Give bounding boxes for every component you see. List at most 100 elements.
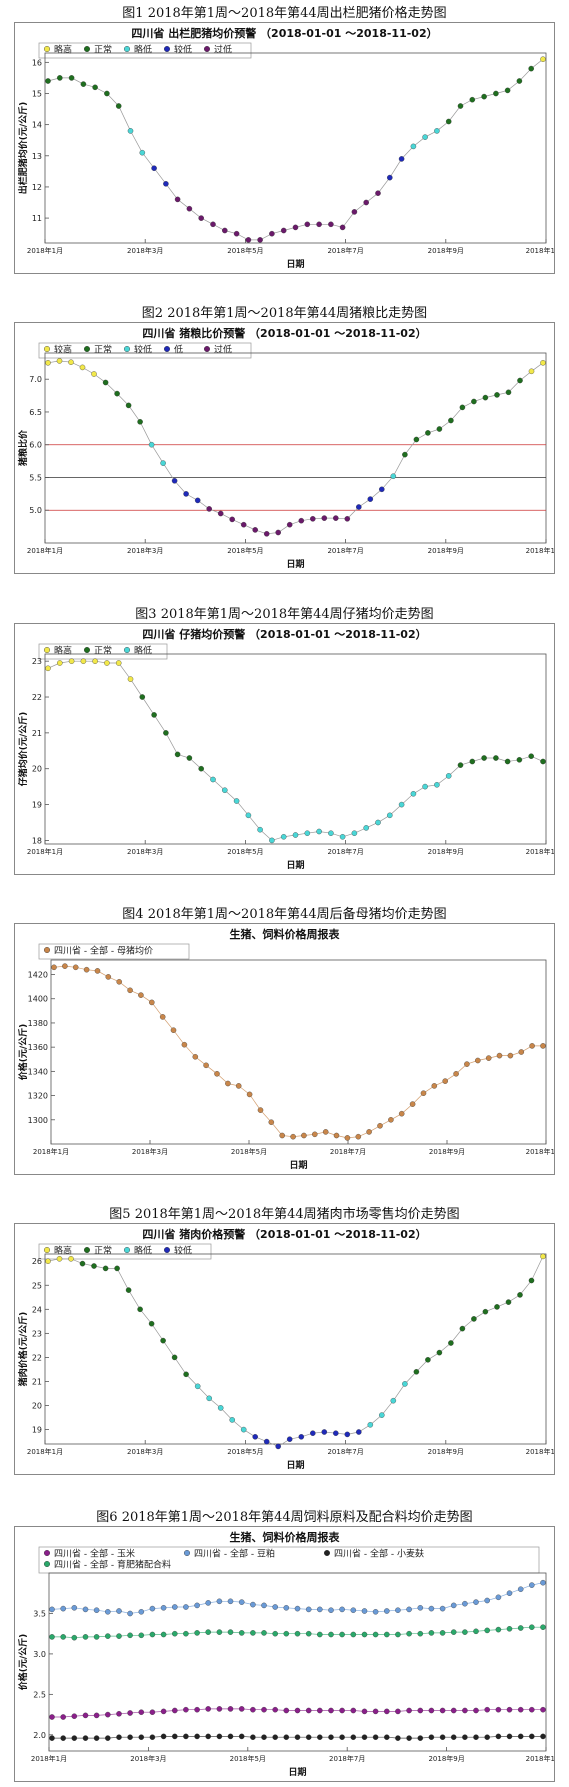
x-tick-label: 2018年7月 — [330, 1147, 366, 1156]
data-point — [344, 516, 351, 522]
chart-panel-2: 四川省 猪粮比价预警 （2018-01-01 ～2018-11-02） 较高 正常较… — [14, 322, 555, 574]
data-point — [93, 1607, 100, 1613]
data-point — [225, 1080, 231, 1087]
data-point — [529, 1733, 535, 1740]
data-point — [372, 1708, 379, 1715]
data-point — [298, 1434, 305, 1440]
data-point — [245, 237, 252, 243]
data-point — [250, 1734, 256, 1740]
data-point — [413, 436, 420, 443]
data-point — [91, 371, 97, 377]
x-tick-label: 2018年3月 — [127, 1447, 163, 1456]
data-point — [516, 78, 523, 84]
data-point — [540, 1253, 546, 1260]
data-point — [49, 1714, 55, 1720]
data-point — [305, 1734, 312, 1740]
data-point — [275, 1443, 281, 1450]
series-line — [47, 660, 544, 841]
plot-area — [44, 52, 547, 244]
data-point — [160, 460, 166, 466]
data-point — [350, 1734, 357, 1740]
data-point — [160, 1337, 166, 1344]
data-point — [361, 1734, 368, 1740]
data-point — [356, 504, 362, 510]
data-point — [238, 1630, 245, 1636]
data-point — [171, 1354, 178, 1361]
data-point — [317, 1606, 323, 1613]
data-point — [481, 93, 487, 100]
data-point — [473, 1599, 479, 1605]
data-point — [301, 1132, 307, 1139]
data-point — [322, 1129, 329, 1135]
y-tick-label: 24 — [32, 1305, 42, 1314]
x-axis-label: 日期 — [286, 558, 304, 570]
data-point — [402, 1381, 408, 1387]
data-point — [263, 531, 270, 537]
data-point — [198, 765, 204, 772]
x-tick-label: 2018年5月 — [230, 1754, 266, 1763]
data-point — [428, 1734, 435, 1740]
data-point — [471, 398, 477, 405]
data-point — [517, 1733, 524, 1740]
data-point — [328, 830, 334, 836]
data-point — [252, 527, 258, 533]
data-point — [205, 1600, 211, 1606]
data-point — [238, 1706, 245, 1712]
data-point — [102, 1265, 109, 1272]
data-point — [453, 1071, 459, 1077]
legend-marker — [203, 46, 210, 53]
data-point — [495, 1706, 502, 1713]
data-point — [356, 1429, 362, 1435]
y-tick-label: 13 — [32, 152, 42, 161]
data-point — [94, 968, 101, 974]
data-point — [496, 1052, 503, 1059]
data-point — [351, 830, 358, 836]
data-point — [339, 224, 346, 231]
data-point — [186, 205, 193, 212]
legend: 略高 正常 略低 较低 过低 — [38, 42, 252, 59]
data-point — [333, 1132, 340, 1139]
data-point — [280, 834, 287, 840]
data-point — [529, 1582, 535, 1588]
x-tick-label: 2018年9月 — [428, 546, 464, 555]
data-point — [62, 963, 68, 969]
legend-marker — [44, 46, 51, 53]
y-tick-label: 19 — [32, 801, 42, 810]
data-point — [457, 103, 464, 109]
data-point — [482, 394, 489, 401]
data-point — [339, 1631, 345, 1638]
data-point — [210, 776, 216, 783]
data-point — [83, 966, 90, 973]
data-point — [321, 1429, 328, 1435]
data-point — [388, 1117, 394, 1123]
data-point — [174, 751, 181, 758]
figure-caption-6: 图6 2018年第1周～2018年第44周饲料原料及配合料均价走势图 — [96, 1510, 473, 1525]
x-axis-label: 日期 — [286, 258, 304, 270]
data-point — [127, 1734, 133, 1740]
legend-label: 正常 — [94, 1245, 112, 1257]
data-point — [473, 1734, 479, 1740]
y-tick-label: 20 — [32, 1402, 42, 1411]
y-tick-label: 16 — [32, 58, 42, 67]
legend-label: 低 — [174, 344, 183, 356]
data-point — [160, 1733, 167, 1740]
data-point — [439, 1707, 446, 1714]
legend-box — [38, 42, 252, 59]
legend-label: 较高 — [54, 344, 72, 356]
data-point — [116, 1608, 122, 1614]
data-point — [283, 1707, 290, 1714]
data-point — [71, 1735, 78, 1741]
legend-label: 较低 — [174, 44, 192, 56]
data-point — [422, 134, 428, 140]
data-point — [68, 658, 75, 664]
legend-label: 四川省 - 全部 - 母猪均价 — [54, 945, 153, 957]
data-point — [350, 1607, 357, 1613]
chart-title: 生猪、饲料价格周报表 — [230, 1530, 341, 1544]
data-point — [104, 660, 110, 666]
data-point — [151, 712, 157, 718]
data-point — [160, 1631, 167, 1638]
series-line — [47, 58, 544, 241]
data-point — [305, 1630, 312, 1637]
data-point — [203, 1062, 209, 1069]
y-tick-label: 22 — [32, 693, 42, 702]
